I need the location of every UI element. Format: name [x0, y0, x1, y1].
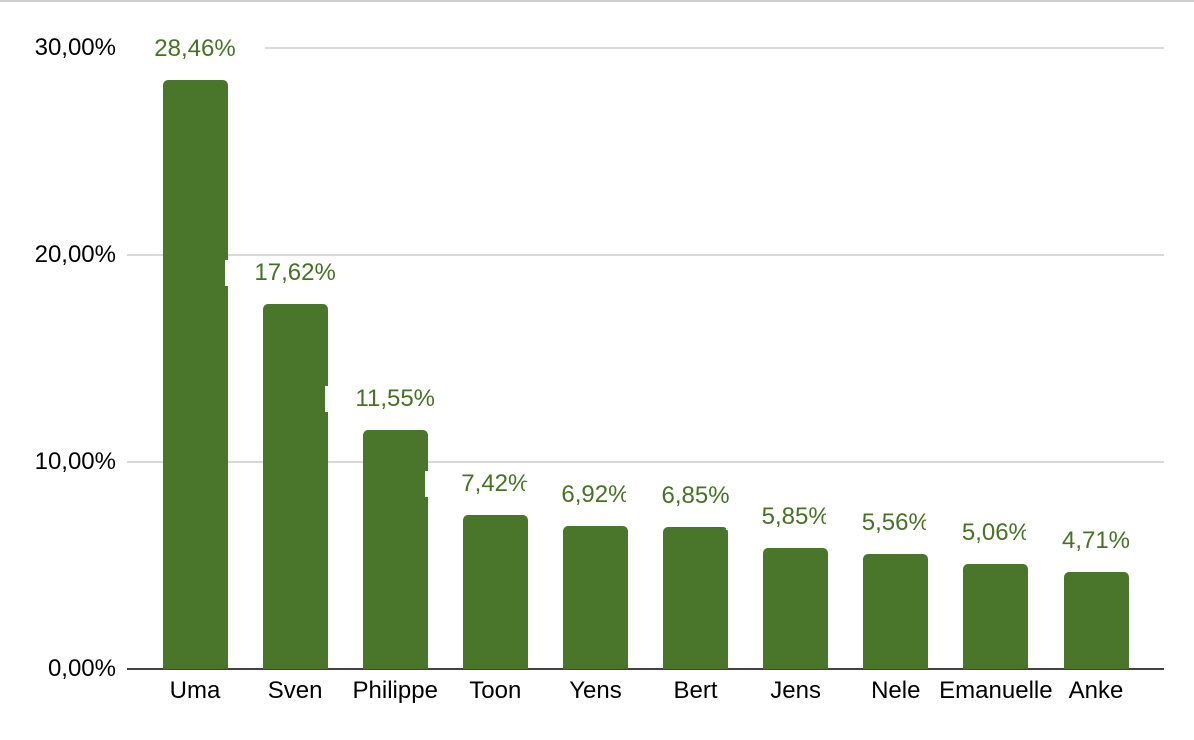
x-axis-label-yens: Yens — [569, 677, 622, 704]
x-axis-label-toon: Toon — [469, 677, 522, 704]
bar-toon — [462, 515, 528, 669]
bar-uma — [162, 79, 228, 669]
x-axis-label-nele: Nele — [871, 677, 921, 704]
data-label-anke: 4,71% — [1026, 527, 1166, 554]
top-border-line — [0, 0, 1194, 2]
x-axis-label-bert: Bert — [673, 677, 718, 704]
gridline-30 — [127, 47, 1164, 49]
x-axis-label-emanuelle: Emanuelle — [939, 677, 1053, 704]
data-label-uma: 28,46% — [125, 35, 265, 62]
bar-jens — [763, 547, 829, 669]
bar-nele — [863, 553, 929, 669]
x-axis-label-sven: Sven — [267, 677, 323, 704]
y-axis-tick-label: 20,00% — [34, 241, 116, 268]
x-axis-label-philippe: Philippe — [352, 677, 438, 704]
x-axis-label-jens: Jens — [770, 677, 821, 704]
gridline-10 — [127, 461, 1164, 463]
bar-bert — [663, 527, 729, 669]
bar-philippe — [362, 429, 428, 669]
bar-emanuelle — [963, 564, 1029, 669]
y-axis-tick-label: 0,00% — [47, 655, 116, 682]
data-label-sven: 17,62% — [225, 260, 366, 287]
y-axis-tick-label: 30,00% — [34, 34, 116, 61]
bar-yens — [562, 525, 628, 669]
gridline-20 — [127, 254, 1164, 256]
y-axis-tick-label: 10,00% — [34, 448, 116, 475]
data-label-philippe: 11,55% — [325, 385, 466, 412]
bar-anke — [1063, 571, 1129, 669]
x-axis-label-uma: Uma — [169, 677, 221, 704]
bar-sven — [262, 304, 328, 669]
x-axis-baseline — [127, 668, 1164, 670]
plot-area — [127, 47, 1164, 670]
x-axis-label-anke: Anke — [1068, 677, 1124, 704]
